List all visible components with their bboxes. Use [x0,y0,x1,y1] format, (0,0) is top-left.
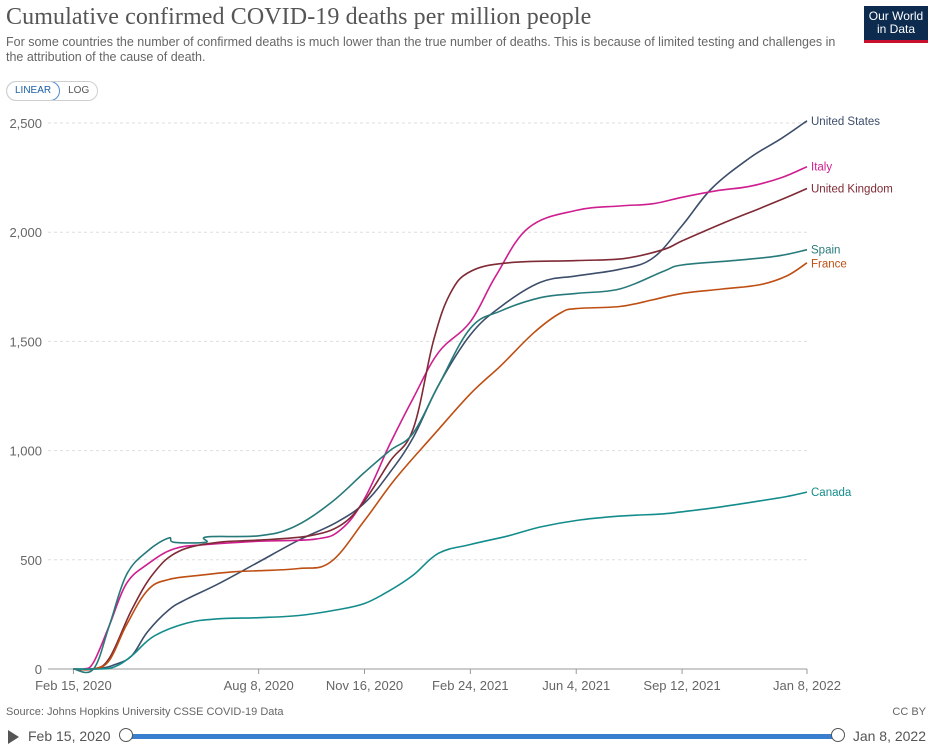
x-tick-label: Sep 12, 2021 [643,678,720,693]
timeline-start-label: Feb 15, 2020 [28,728,111,744]
timeline: Feb 15, 2020 Jan 8, 2022 [0,724,932,748]
owid-logo[interactable]: Our World in Data [864,6,928,43]
y-tick-label: 1,000 [9,444,42,459]
series-label-spain[interactable]: Spain [811,245,840,257]
log-scale-button[interactable]: LOG [68,85,90,96]
x-tick-label: Jan 8, 2022 [773,678,841,693]
series-line-united-kingdom[interactable] [73,187,808,671]
timeline-track[interactable] [125,734,838,739]
series-line-spain[interactable] [73,248,808,674]
chart-title: Cumulative confirmed COVID-19 deaths per… [6,4,592,30]
y-tick-label: 2,500 [9,116,42,131]
source-note: Source: Johns Hopkins University CSSE CO… [6,706,284,718]
label-layer: United States Italy United Kingdom Spain Fra… [811,116,893,499]
timeline-start-handle[interactable] [119,728,133,742]
series-line-italy[interactable] [73,165,808,671]
scale-toggle: LINEAR LOG [6,81,99,101]
x-tick-label: Nov 16, 2020 [326,678,403,693]
series-label-canada[interactable]: Canada [811,487,852,499]
logo-line-1: Our World [868,9,924,23]
x-tick-label: Feb 15, 2020 [35,678,112,693]
x-tick-label: Aug 8, 2020 [224,678,294,693]
series-label-italy[interactable]: Italy [811,162,832,174]
x-tick-label: Feb 24, 2021 [432,678,509,693]
play-icon[interactable] [8,730,19,744]
series-line-canada[interactable] [73,491,808,670]
series-label-united-kingdom[interactable]: United Kingdom [811,184,893,196]
timeline-end-handle[interactable] [831,728,845,742]
x-tick-label: Jun 4, 2021 [542,678,610,693]
series-line-united-states[interactable] [73,120,808,670]
y-tick-label: 2,000 [9,225,42,240]
series-label-france[interactable]: France [811,259,847,271]
y-tick-label: 1,500 [9,334,42,349]
series-line-france[interactable] [73,262,808,671]
axis-layer: 0 500 1,000 1,500 2,000 2,500 Feb 15, 2020 Aug … [9,116,841,693]
timeline-end-label: Jan 8, 2022 [852,728,926,744]
chart-subtitle: For some countries the number of confirm… [6,35,836,64]
linear-scale-button[interactable]: LINEAR [7,82,61,100]
logo-line-2: in Data [876,22,916,36]
line-chart: 0 500 1,000 1,500 2,000 2,500 Feb 15, 2020 Aug … [9,116,893,693]
series-layer [73,120,808,674]
y-tick-label: 0 [35,662,42,677]
license-link[interactable]: CC BY [892,706,926,718]
grid-layer [48,122,807,561]
series-label-united-states[interactable]: United States [811,116,880,128]
y-tick-label: 500 [20,553,42,568]
